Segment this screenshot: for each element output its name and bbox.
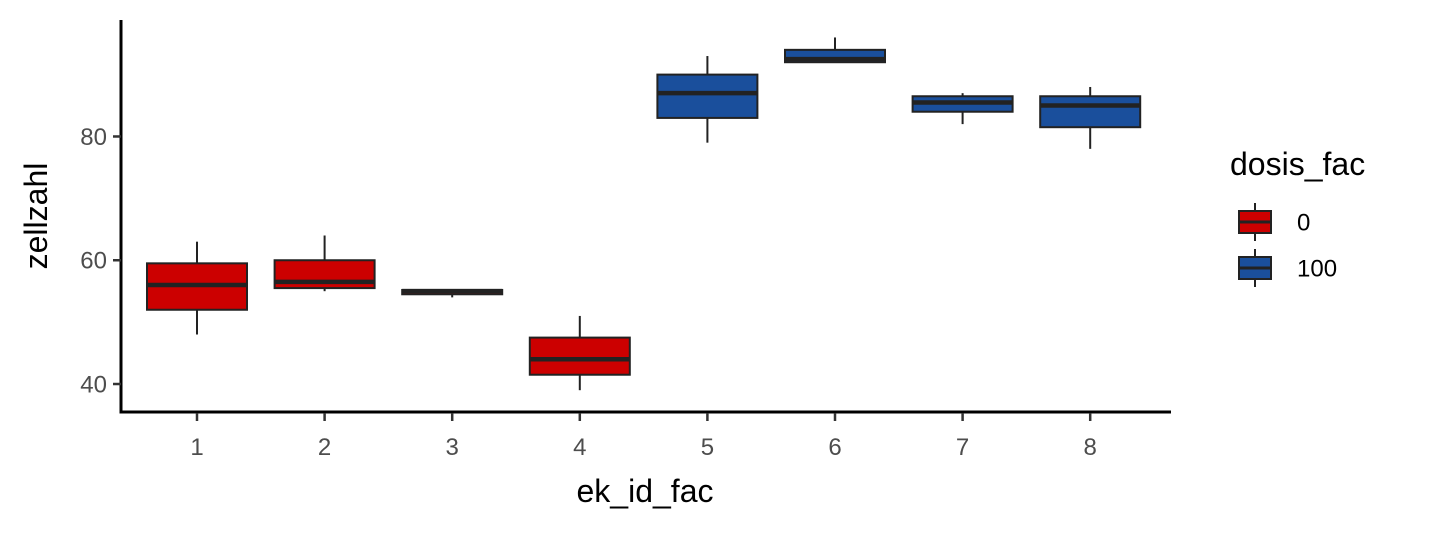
- y-tick-label: 40: [80, 372, 107, 399]
- y-tick-label: 60: [80, 248, 107, 275]
- box-rect: [656, 73, 759, 119]
- ticks-layer: 40 60 80 1 2 3 4 5 6 7 8: [80, 124, 1097, 461]
- x-tick-label: 2: [318, 434, 331, 461]
- x-tick-label: 5: [701, 434, 714, 461]
- x-tick-label: 8: [1084, 434, 1097, 461]
- box-3: [401, 288, 504, 298]
- box-2: [273, 235, 376, 292]
- box-1: [146, 241, 248, 335]
- plot-layer: [146, 37, 1142, 391]
- legend-item-100: 100: [1238, 249, 1337, 287]
- box-4: [528, 315, 631, 391]
- legend-label: 100: [1297, 256, 1337, 283]
- box-5: [656, 56, 759, 143]
- box-7: [911, 93, 1014, 125]
- x-tick-label: 1: [190, 434, 203, 461]
- legend-label: 0: [1297, 210, 1310, 237]
- x-tick-label: 6: [828, 434, 841, 461]
- x-axis-title: ek_id_fac: [577, 473, 714, 509]
- box-rect: [528, 336, 631, 376]
- box-8: [1039, 86, 1142, 149]
- legend-item-0: 0: [1238, 203, 1310, 241]
- axes-layer: [119, 20, 1171, 414]
- legend-title: dosis_fac: [1230, 146, 1365, 182]
- legend: dosis_fac 0 100: [1230, 146, 1365, 287]
- x-tick-label: 7: [956, 434, 969, 461]
- y-tick-label: 80: [80, 124, 107, 151]
- x-tick-label: 3: [446, 434, 459, 461]
- y-axis-title: zellzahl: [18, 163, 54, 270]
- box-6: [784, 37, 886, 64]
- box-rect: [1039, 95, 1142, 129]
- x-tick-label: 4: [573, 434, 586, 461]
